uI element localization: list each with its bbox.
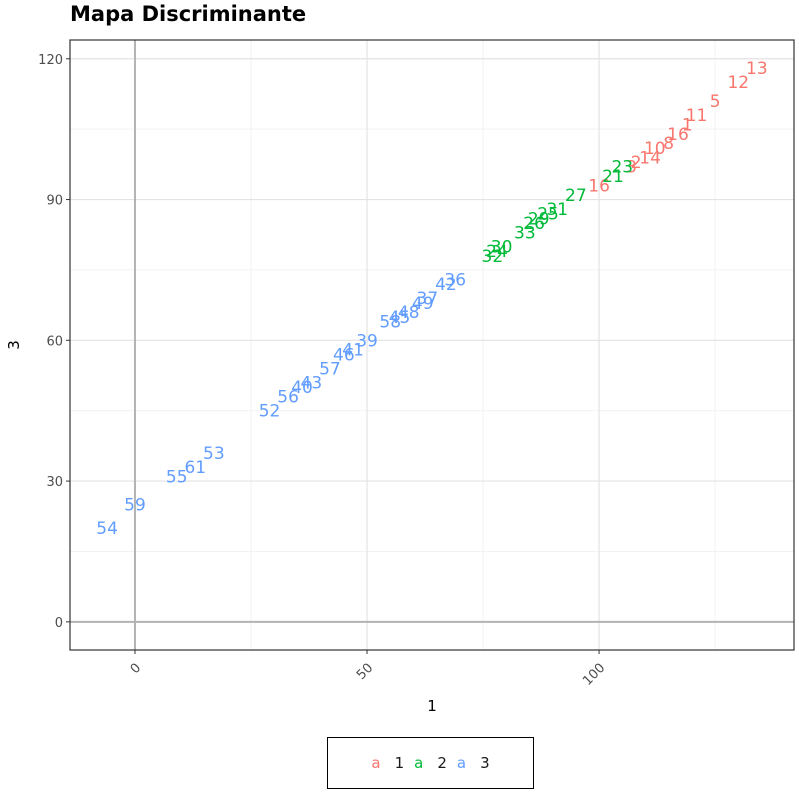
point-label-series-1: 16	[588, 176, 610, 196]
point-label-series-1: 3	[626, 158, 637, 178]
point-label-series-3: 48	[398, 303, 420, 323]
y-axis-title: 3	[5, 340, 23, 350]
legend-item-3: a 3	[457, 754, 490, 772]
point-label-series-1: 10	[644, 139, 666, 159]
point-label-series-1: 2	[631, 153, 642, 173]
point-label-series-1: 13	[746, 59, 768, 79]
point-label-series-2: 33	[514, 223, 536, 243]
point-label-series-1: 12	[727, 73, 749, 93]
point-label-series-1: 14	[639, 148, 661, 168]
legend-key-1: a	[371, 754, 381, 772]
x-tick-label: 0	[128, 661, 144, 677]
legend-item-1: a 1	[371, 754, 404, 772]
y-tick-label: 120	[38, 53, 63, 68]
point-label-series-1: 5	[710, 92, 721, 112]
x-axis-title: 1	[427, 697, 437, 715]
legend-key-2: a	[414, 754, 424, 772]
point-label-series-2: 23	[611, 158, 633, 178]
point-label-series-3: 42	[435, 275, 457, 295]
point-label-series-3: 57	[319, 359, 341, 379]
point-label-series-3: 41	[342, 341, 364, 361]
point-label-series-3: 58	[379, 313, 401, 333]
point-label-series-3: 49	[412, 294, 434, 314]
point-label-series-3: 54	[96, 519, 118, 539]
point-label-series-3: 55	[166, 467, 188, 487]
chart-title: Mapa Discriminante	[70, 2, 307, 26]
point-label-series-3: 53	[203, 444, 225, 464]
point-label-series-2: 30	[491, 237, 513, 257]
point-label-series-2: 25	[537, 205, 559, 225]
point-label-series-2: 21	[602, 167, 624, 187]
point-label-series-3: 37	[417, 289, 439, 309]
point-label-series-1: 11	[686, 106, 708, 126]
point-label-series-1: 8	[663, 134, 674, 154]
point-label-series-3: 56	[277, 388, 299, 408]
point-label-series-2: 32	[482, 247, 504, 267]
point-label-series-3: 61	[184, 458, 206, 478]
point-label-series-2: 26	[523, 214, 545, 234]
y-tick-label: 60	[46, 334, 63, 349]
legend: a 1 a 2 a 3	[327, 737, 534, 789]
point-label-series-3: 43	[301, 374, 323, 394]
point-label-series-1: 1	[682, 115, 693, 135]
point-label-series-3: 46	[333, 345, 355, 365]
point-label-series-2: 31	[546, 200, 568, 220]
point-label-series-3: 45	[389, 308, 411, 328]
point-label-series-3: 39	[356, 331, 378, 351]
point-label-series-3: 36	[444, 270, 466, 290]
point-label-series-1: 16	[667, 125, 689, 145]
x-tick-label: 100	[580, 661, 608, 689]
legend-label-2: 2	[437, 754, 447, 772]
y-tick-label: 90	[46, 194, 63, 209]
legend-label-3: 3	[480, 754, 490, 772]
plot-border	[69, 39, 795, 651]
point-label-series-2: 27	[565, 186, 587, 206]
legend-label-1: 1	[394, 754, 405, 772]
legend-item-2: a 2	[414, 754, 447, 772]
point-label-series-2: 24	[486, 242, 508, 262]
y-tick-label: 0	[55, 616, 63, 631]
point-label-series-3: 52	[259, 402, 281, 422]
point-label-series-2: 29	[528, 209, 550, 229]
point-label-series-3: 40	[291, 378, 313, 398]
x-tick-label: 50	[354, 661, 376, 683]
y-tick-label: 30	[46, 475, 63, 490]
plot-panel	[70, 40, 794, 650]
point-label-series-3: 59	[124, 496, 146, 516]
legend-key-3: a	[456, 754, 467, 772]
